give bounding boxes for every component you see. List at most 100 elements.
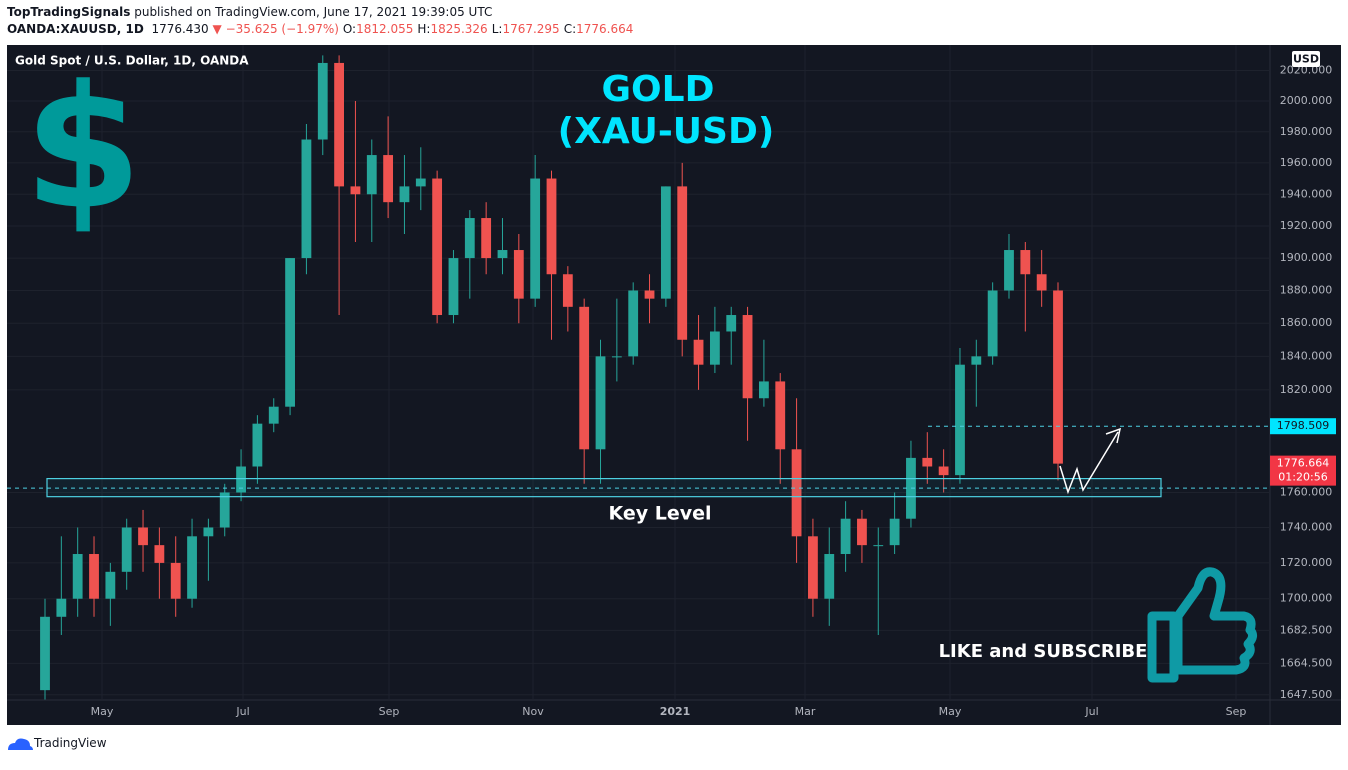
candle-body xyxy=(1036,274,1047,291)
x-tick-label: 2021 xyxy=(660,705,691,718)
candle-body xyxy=(889,518,900,546)
candle-body xyxy=(334,62,344,187)
candle-body xyxy=(72,554,83,599)
candle-body xyxy=(922,457,933,467)
symbol: OANDA:XAUUSD, 1D xyxy=(7,22,144,36)
candle-body xyxy=(513,250,524,299)
chart-title: Gold Spot / U.S. Dollar, 1D, OANDA xyxy=(15,54,249,68)
countdown: 01:20:56 xyxy=(1278,471,1327,484)
candle-body xyxy=(873,545,884,547)
y-tick-label: 1940.000 xyxy=(1280,187,1333,200)
resistance-label: 1798.509 xyxy=(1277,419,1330,432)
candle-body xyxy=(350,186,361,195)
candle-body xyxy=(628,290,639,357)
candle-body xyxy=(89,554,99,599)
candle-body xyxy=(693,339,704,365)
candle-body xyxy=(481,218,492,259)
candle-body xyxy=(562,274,573,307)
candle-body xyxy=(56,598,67,617)
candle-body xyxy=(285,258,295,407)
y-tick-label: 1740.000 xyxy=(1280,520,1333,533)
candle-body xyxy=(906,457,916,519)
candle-body xyxy=(154,545,165,563)
candle-body xyxy=(268,406,279,424)
candle-body xyxy=(824,554,835,599)
candle-body xyxy=(301,139,312,259)
candle-body xyxy=(546,178,557,275)
candle-body xyxy=(138,527,148,546)
key-level-zone xyxy=(46,478,1162,498)
projection-arrow xyxy=(1059,431,1119,495)
y-tick-label: 1980.000 xyxy=(1280,125,1333,138)
logo-mark xyxy=(8,738,33,750)
y-tick-label: 1700.000 xyxy=(1280,592,1333,605)
y-tick-label: 1720.000 xyxy=(1280,556,1333,569)
candle-body xyxy=(366,155,377,195)
y-tick-label: 1840.000 xyxy=(1280,349,1333,362)
resistance-box xyxy=(1270,418,1336,435)
y-tick-label: 1682.500 xyxy=(1280,623,1333,636)
key-level-label: Key Level xyxy=(608,503,711,525)
candle-body xyxy=(775,381,786,450)
candle-body xyxy=(203,527,214,537)
dollar-icon: $ xyxy=(24,49,142,247)
ohlc-value: 1776.664 xyxy=(576,22,634,36)
candle-body xyxy=(579,306,590,450)
candle-body xyxy=(530,178,541,299)
y-tick-label: 1920.000 xyxy=(1280,219,1333,232)
y-tick-label: 1960.000 xyxy=(1280,156,1333,169)
candle-body xyxy=(938,466,949,476)
candle-body xyxy=(857,518,867,546)
candle-body xyxy=(415,178,426,187)
candle-body xyxy=(1053,290,1063,464)
logo xyxy=(8,738,33,750)
cta: LIKE and SUBSCRIBE xyxy=(939,641,1148,662)
ohlc: O:1812.055 H:1825.326 L:1767.295 C:1776.664 xyxy=(343,22,638,36)
y-tick-label: 1664.500 xyxy=(1280,656,1333,669)
x-tick-label: Nov xyxy=(522,705,544,718)
candle-body xyxy=(105,571,116,599)
chart-bg xyxy=(7,45,1341,725)
y-tick-label: 2020.000 xyxy=(1280,64,1333,77)
last: 1776.430 xyxy=(151,22,209,36)
candle-body xyxy=(399,186,410,203)
ohlc-label: O: xyxy=(342,22,357,36)
candle-body xyxy=(1020,250,1031,275)
x-tick-label: May xyxy=(91,705,114,718)
candle-body xyxy=(677,186,688,340)
candle-body xyxy=(791,449,802,537)
ohlc-value: 1825.326 xyxy=(430,22,488,36)
currency: USD xyxy=(1293,53,1319,66)
candle-body xyxy=(1004,250,1014,291)
candle-body xyxy=(252,423,263,467)
candle-body xyxy=(840,518,851,555)
x-tick-label: Jul xyxy=(235,705,249,718)
candle-body xyxy=(808,536,818,599)
change: ▼ −35.625 (−1.97%) xyxy=(212,22,339,36)
candle-body xyxy=(987,290,998,357)
ohlc-value: 1767.295 xyxy=(502,22,560,36)
candle-body xyxy=(448,258,459,316)
currency-box xyxy=(1292,51,1320,67)
y-tick-label: 1820.000 xyxy=(1280,383,1333,396)
candle-body xyxy=(121,527,132,572)
y-tick-label: 2000.000 xyxy=(1280,94,1333,107)
x-tick-label: May xyxy=(939,705,962,718)
chart: 2020.000 2000.000 1980.000 1960.000 1940.000… xyxy=(7,45,1341,725)
candle-body xyxy=(170,562,181,599)
headline: (XAU-USD) xyxy=(558,111,775,152)
y-tick-label: 1880.000 xyxy=(1280,283,1333,296)
y-tick-label: 1900.000 xyxy=(1280,251,1333,264)
last-price-box xyxy=(1270,455,1336,486)
candle-body xyxy=(644,290,655,299)
candle-body xyxy=(432,178,443,316)
candle-body xyxy=(317,62,328,140)
x-tick-label: Jul xyxy=(1084,705,1098,718)
last-price-label: 1776.664 xyxy=(1277,457,1330,470)
published: published on TradingView.com, June 17, 2… xyxy=(134,5,493,19)
candle-body xyxy=(219,492,230,528)
header-line: TopTradingSignals published on TradingVi… xyxy=(7,5,492,19)
candle-body xyxy=(660,186,671,299)
x-tick-label: Mar xyxy=(795,705,816,718)
